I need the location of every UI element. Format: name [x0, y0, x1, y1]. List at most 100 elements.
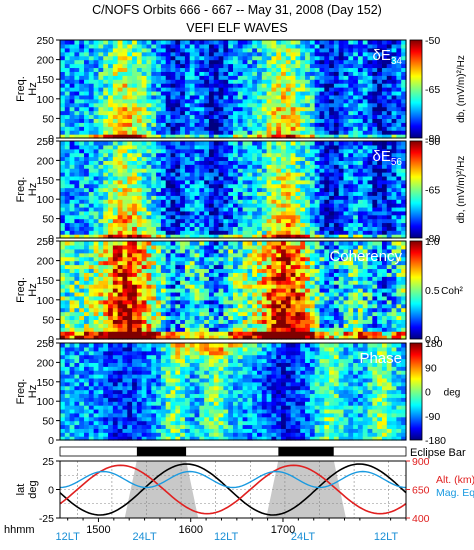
spectrogram-cell	[305, 288, 310, 293]
spectrogram-cell	[142, 219, 147, 223]
spectrogram-cell	[151, 241, 156, 246]
spectrogram-cell	[147, 226, 152, 230]
spectrogram-cell	[147, 284, 152, 289]
spectrogram-cell	[98, 268, 103, 273]
spectrogram-cell	[247, 268, 252, 273]
spectrogram-cell	[387, 199, 392, 203]
spectrogram-cell	[247, 111, 252, 116]
spectrogram-cell	[281, 249, 286, 254]
spectrogram-cell	[94, 83, 99, 88]
spectrogram-cell	[195, 172, 200, 176]
spectrogram-cell	[142, 261, 147, 266]
spectrogram-cell	[320, 211, 325, 215]
spectrogram-cell	[132, 111, 137, 116]
spectrogram-cell	[291, 304, 296, 309]
spectrogram-cell	[353, 48, 358, 53]
spectrogram-cell	[204, 164, 209, 168]
spectrogram-cell	[175, 304, 180, 309]
spectrogram-cell	[310, 164, 315, 168]
spectrogram-cell	[79, 304, 84, 309]
spectrogram-cell	[195, 122, 200, 127]
spectrogram-cell	[79, 71, 84, 76]
spectrogram-cell	[363, 188, 368, 192]
spectrogram-cell	[305, 257, 310, 262]
spectrogram-cell	[382, 188, 387, 192]
spectrogram-cell	[60, 180, 65, 184]
spectrogram-cell	[286, 211, 291, 215]
spectrogram-cell	[377, 111, 382, 116]
spectrogram-cell	[300, 172, 305, 176]
spectrogram-cell	[151, 292, 156, 297]
spectrogram-cell	[223, 304, 228, 309]
spectrogram-cell	[315, 284, 320, 289]
spectrogram-cell	[175, 222, 180, 226]
spectrogram-cell	[190, 319, 195, 324]
spectrogram-cell	[147, 122, 152, 127]
spectrogram-cell	[132, 323, 137, 328]
spectrogram-cell	[94, 176, 99, 180]
spectrogram-cell	[127, 168, 132, 172]
spectrogram-cell	[127, 261, 132, 266]
spectrogram-cell	[262, 219, 267, 223]
spectrogram-cell	[219, 75, 224, 80]
spectrogram-cell	[262, 141, 267, 145]
spectrogram-cell	[209, 40, 214, 45]
spectrogram-cell	[185, 103, 190, 108]
spectrogram-cell	[262, 145, 267, 149]
spectrogram-cell	[396, 230, 401, 234]
spectrogram-cell	[286, 60, 291, 65]
spectrogram-cell	[339, 219, 344, 223]
spectrogram-cell	[358, 211, 363, 215]
spectrogram-cell	[79, 118, 84, 123]
spectrogram-cell	[122, 114, 127, 119]
spectrogram-cell	[348, 219, 353, 223]
spectrogram-cell	[377, 114, 382, 119]
spectrogram-cell	[209, 319, 214, 324]
spectrogram-cell	[156, 219, 161, 223]
spectrogram-cell	[79, 95, 84, 100]
spectrogram-cell	[392, 79, 397, 84]
spectrogram-cell	[339, 160, 344, 164]
spectrogram-cell	[89, 245, 94, 250]
spectrogram-cell	[233, 67, 238, 72]
spectrogram-cell	[171, 272, 176, 277]
spectrogram-cell	[156, 249, 161, 254]
spectrogram-cell	[271, 141, 276, 145]
spectrogram-cell	[166, 249, 171, 254]
spectrogram-cell	[180, 157, 185, 161]
spectrogram-cell	[257, 64, 262, 69]
spectrogram-cell	[320, 130, 325, 135]
spectrogram-cell	[84, 184, 89, 188]
spectrogram-cell	[286, 241, 291, 246]
spectrogram-cell	[315, 300, 320, 305]
spectrogram-cell	[98, 44, 103, 49]
spectrogram-cell	[94, 172, 99, 176]
spectrogram-cell	[310, 215, 315, 219]
spectrogram-cell	[209, 191, 214, 195]
spectrogram-cell	[156, 130, 161, 135]
spectrogram-cell	[209, 241, 214, 246]
spectrogram-cell	[368, 168, 373, 172]
spectrogram-cell	[103, 157, 108, 161]
spectrogram-cell	[257, 99, 262, 104]
spectrogram-cell	[171, 153, 176, 157]
spectrogram-cell	[142, 114, 147, 119]
spectrogram-cell	[305, 172, 310, 176]
spectrogram-cell	[219, 284, 224, 289]
spectrogram-cell	[348, 114, 353, 119]
spectrogram-cell	[348, 71, 353, 76]
spectrogram-cell	[195, 44, 200, 49]
spectrogram-cell	[262, 91, 267, 96]
spectrogram-cell	[223, 103, 228, 108]
spectrogram-cell	[161, 257, 166, 262]
spectrogram-cell	[127, 308, 132, 313]
spectrogram-cell	[276, 249, 281, 254]
spectrogram-cell	[262, 284, 267, 289]
spectrogram-cell	[132, 219, 137, 223]
spectrogram-cell	[199, 219, 204, 223]
spectrogram-cell	[344, 207, 349, 211]
spectrogram-cell	[137, 157, 142, 161]
spectrogram-cell	[98, 172, 103, 176]
spectrogram-cell	[108, 83, 113, 88]
spectrogram-cell	[392, 67, 397, 72]
